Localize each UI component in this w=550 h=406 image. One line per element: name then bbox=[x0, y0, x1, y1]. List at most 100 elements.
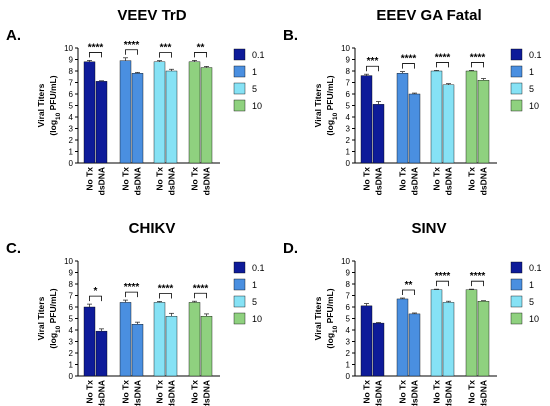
significance-bracket bbox=[89, 295, 102, 302]
legend-swatch bbox=[510, 99, 523, 112]
x-tick-label: dsDNA bbox=[374, 380, 384, 406]
x-tick-label: No Tx bbox=[398, 380, 408, 404]
significance-label: **** bbox=[193, 283, 209, 294]
x-tick-label: dsDNA bbox=[133, 167, 143, 195]
legend-swatch bbox=[510, 82, 523, 95]
panel-letter: A. bbox=[6, 27, 21, 44]
bar-no-tx-series-1 bbox=[360, 305, 373, 377]
x-tick-label: dsDNA bbox=[479, 167, 489, 195]
x-tick-label: No Tx bbox=[121, 167, 131, 191]
y-axis-label-subscript: 10 bbox=[55, 325, 62, 333]
y-tick-label: 0 bbox=[346, 372, 351, 381]
y-axis-label-part: PFU/mL) bbox=[48, 75, 58, 112]
bar-dsdna-series-4 bbox=[200, 67, 213, 164]
y-axis-label-line1: Viral Titers bbox=[36, 83, 46, 127]
legend-label: 5 bbox=[529, 84, 534, 94]
legend-label: 0.1 bbox=[529, 263, 542, 273]
bar-no-tx-series-1 bbox=[360, 75, 373, 164]
significance-bracket bbox=[366, 65, 379, 72]
bar-dsdna-series-4 bbox=[477, 301, 490, 377]
legend-swatch bbox=[510, 261, 523, 274]
y-axis-label-part: (log bbox=[48, 120, 58, 136]
y-tick-label: 6 bbox=[69, 303, 74, 312]
legend-label: 0.1 bbox=[529, 50, 542, 60]
significance-bracket bbox=[194, 292, 207, 299]
y-tick-label: 4 bbox=[346, 113, 351, 122]
bar-no-tx-series-2 bbox=[396, 298, 409, 377]
legend-label: 10 bbox=[529, 314, 539, 324]
x-tick-label: dsDNA bbox=[167, 167, 177, 195]
legend-swatch bbox=[510, 295, 523, 308]
y-tick-label: 10 bbox=[64, 44, 73, 53]
significance-bracket bbox=[402, 289, 415, 296]
y-axis-label: Viral Titers(log10 PFU/mL) bbox=[36, 75, 62, 135]
y-tick-label: 0 bbox=[346, 159, 351, 168]
x-tick-label: dsDNA bbox=[202, 380, 212, 406]
significance-bracket bbox=[471, 280, 484, 287]
y-axis-label-subscript: 10 bbox=[332, 325, 339, 333]
x-tick-label: No Tx bbox=[467, 380, 477, 404]
legend-label: 1 bbox=[529, 67, 534, 77]
bar-dsdna-series-2 bbox=[408, 93, 421, 164]
significance-label: ** bbox=[405, 280, 413, 291]
significance-bracket bbox=[125, 291, 138, 298]
bar-no-tx-series-3 bbox=[430, 289, 443, 377]
bar-dsdna-series-4 bbox=[200, 315, 213, 377]
bar-dsdna-series-3 bbox=[442, 84, 455, 164]
x-tick-label: dsDNA bbox=[202, 167, 212, 195]
legend-label: 1 bbox=[252, 280, 257, 290]
y-axis-label-part: (log bbox=[325, 333, 335, 349]
legend-label: 5 bbox=[529, 297, 534, 307]
significance-label: **** bbox=[470, 52, 486, 63]
x-tick-label: dsDNA bbox=[97, 380, 107, 406]
x-tick-label: No Tx bbox=[155, 167, 165, 191]
legend-label: 1 bbox=[252, 67, 257, 77]
bar-dsdna-series-1 bbox=[372, 104, 385, 164]
chart-title: VEEV TrD bbox=[117, 7, 186, 24]
y-tick-label: 8 bbox=[69, 67, 74, 76]
significance-bracket bbox=[159, 52, 172, 58]
x-tick-label: No Tx bbox=[85, 167, 95, 191]
y-tick-label: 7 bbox=[346, 292, 351, 301]
legend-swatch bbox=[233, 312, 246, 325]
y-tick-label: 8 bbox=[346, 280, 351, 289]
y-axis-label-subscript: 10 bbox=[332, 112, 339, 120]
y-tick-label: 2 bbox=[346, 349, 351, 358]
legend-label: 0.1 bbox=[252, 50, 265, 60]
y-axis-label-part: (log bbox=[325, 120, 335, 136]
legend: 0.1 1 5 10 bbox=[510, 48, 542, 112]
significance-label: *** bbox=[160, 43, 172, 54]
y-tick-label: 7 bbox=[346, 79, 351, 88]
bar-no-tx-series-1 bbox=[83, 61, 96, 164]
x-tick-label: dsDNA bbox=[374, 167, 384, 195]
y-axis-label: Viral Titers(log10 PFU/mL) bbox=[313, 288, 339, 348]
y-tick-label: 0 bbox=[69, 372, 74, 381]
legend: 0.1 1 5 10 bbox=[233, 48, 265, 112]
significance-bracket bbox=[402, 63, 415, 69]
y-axis-label: Viral Titers(log10 PFU/mL) bbox=[313, 75, 339, 135]
y-tick-label: 2 bbox=[69, 349, 74, 358]
x-tick-label: No Tx bbox=[190, 380, 200, 404]
significance-bracket bbox=[89, 52, 102, 58]
y-tick-label: 7 bbox=[69, 79, 74, 88]
legend-swatch bbox=[233, 261, 246, 274]
bar-dsdna-series-1 bbox=[372, 322, 385, 377]
bar-dsdna-series-3 bbox=[165, 315, 178, 377]
y-tick-label: 6 bbox=[69, 90, 74, 99]
significance-bracket bbox=[194, 52, 207, 58]
bar-no-tx-series-3 bbox=[430, 70, 443, 164]
legend-swatch bbox=[233, 82, 246, 95]
y-axis-label-line2: (log10 PFU/mL) bbox=[325, 288, 339, 348]
y-tick-label: 6 bbox=[346, 303, 351, 312]
x-tick-label: No Tx bbox=[398, 167, 408, 191]
bar-no-tx-series-2 bbox=[119, 302, 132, 377]
x-tick-label: No Tx bbox=[467, 167, 477, 191]
bar-no-tx-series-2 bbox=[396, 73, 409, 164]
significance-label: **** bbox=[158, 283, 174, 294]
y-axis-label-part: PFU/mL) bbox=[325, 75, 335, 112]
x-tick-label: dsDNA bbox=[133, 380, 143, 406]
y-tick-label: 9 bbox=[69, 56, 74, 65]
x-tick-label: No Tx bbox=[85, 380, 95, 404]
